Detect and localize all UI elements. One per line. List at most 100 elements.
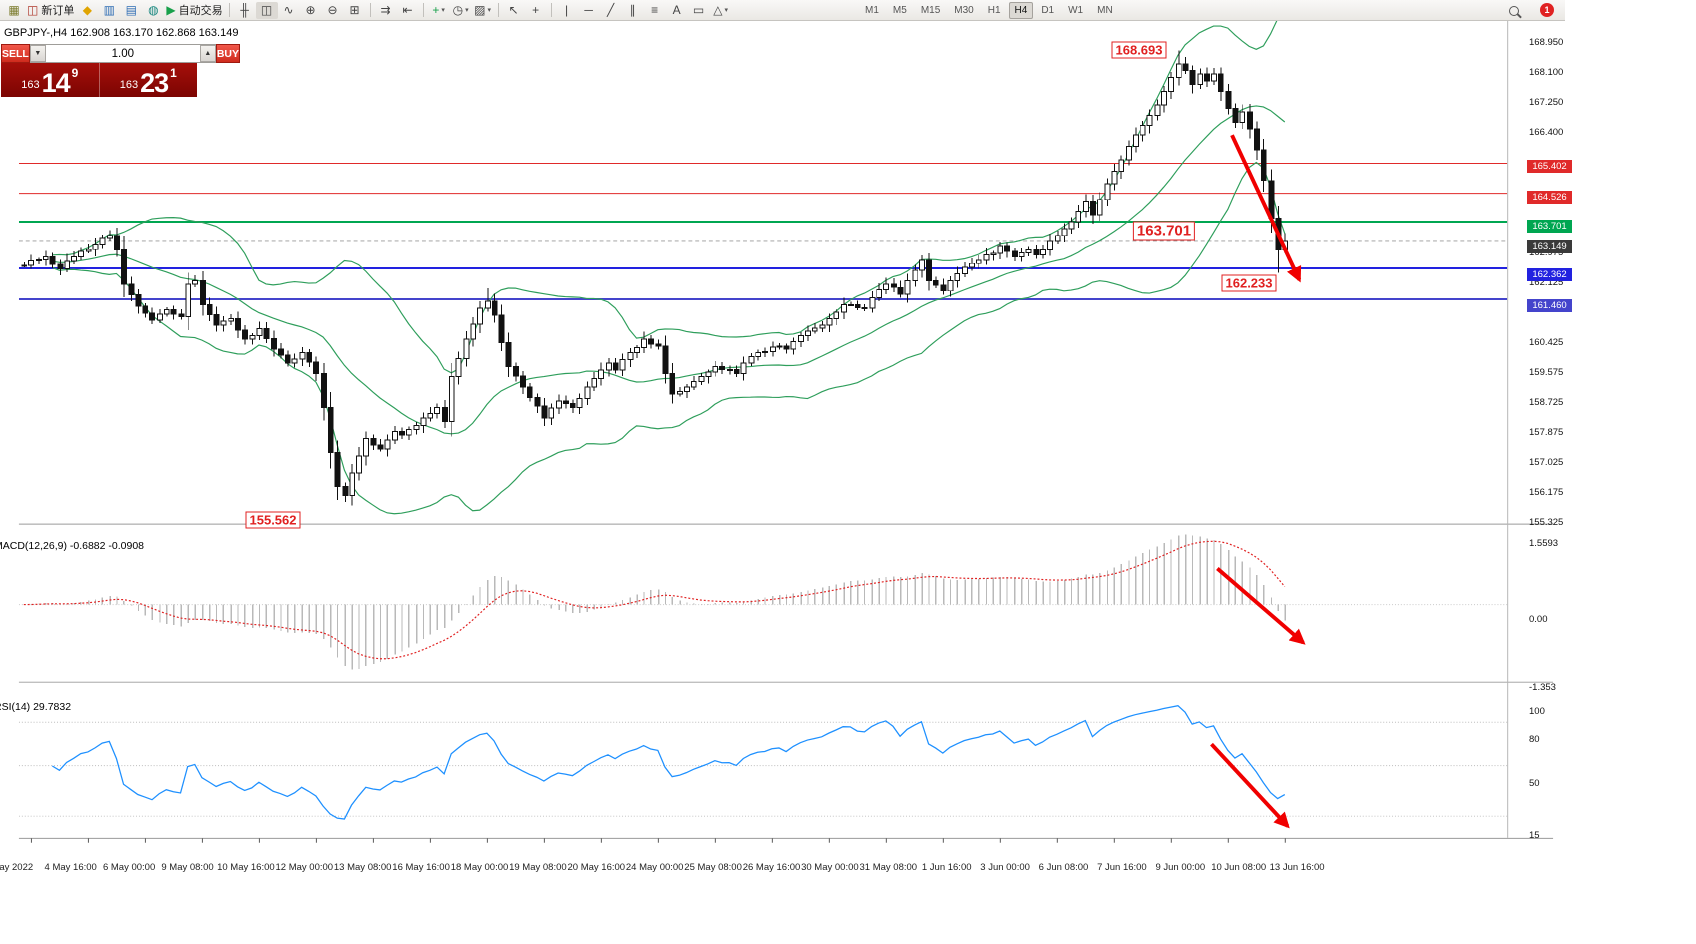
tile-windows-button[interactable]: ⊞	[344, 2, 366, 19]
timeframe-toolbar: M1 M5 M15 M30 H1 H4 D1 W1 MN	[858, 0, 1120, 21]
toolbar-separator	[550, 3, 552, 17]
auto-trading-icon: ▶	[166, 3, 176, 17]
ask-pip-digit: 1	[170, 66, 177, 80]
navigator-button[interactable]: ▤	[120, 2, 142, 19]
candlestick-series	[21, 50, 1289, 506]
vertical-line-icon: |	[565, 3, 569, 17]
templates-button[interactable]: ▨ ▾	[472, 2, 494, 19]
new-chart-button[interactable]: ▦	[3, 2, 25, 19]
trendline-button[interactable]: ╱	[600, 2, 622, 19]
chart-shift-button[interactable]: ⇤	[397, 2, 419, 19]
cursor-button[interactable]: ↖	[503, 2, 525, 19]
timeframe-h4-button[interactable]: H4	[1008, 2, 1034, 19]
zoom-out-button[interactable]: ⊖	[322, 2, 344, 19]
timeframe-mn-button[interactable]: MN	[1097, 5, 1113, 16]
auto-scroll-button[interactable]: ⇉	[375, 2, 397, 19]
new-order-button[interactable]: ◫ 新订单	[25, 2, 76, 19]
label-icon: ▭	[692, 3, 705, 17]
terminal-icon: ◍	[148, 3, 159, 17]
timeframe-h1-button[interactable]: H1	[987, 5, 1001, 16]
trend-arrow-3[interactable]	[1210, 742, 1290, 829]
timeframe-m1-button[interactable]: M1	[865, 5, 879, 16]
search-button[interactable]	[1506, 3, 1522, 18]
indicators-icon: +	[432, 3, 440, 17]
volume-input[interactable]	[45, 45, 200, 62]
terminal-button[interactable]: ◍	[142, 2, 164, 19]
text-button[interactable]: A	[666, 2, 688, 19]
ask-price[interactable]: 163 23 1	[98, 63, 198, 99]
dropdown-caret-icon: ▾	[724, 7, 728, 14]
market-watch-button[interactable]: ▥	[98, 2, 120, 19]
new-chart-icon: ▦	[8, 3, 20, 17]
ask-prefix: 163	[119, 79, 139, 91]
chart-shift-icon: ⇤	[402, 3, 413, 17]
triangle-up-icon: ▲	[204, 50, 212, 57]
bid-price[interactable]: 163 14 9	[1, 63, 99, 97]
search-icon	[1509, 5, 1519, 16]
tile-windows-icon: ⊞	[349, 3, 360, 17]
sell-button[interactable]: SELL	[1, 44, 30, 63]
crosshair-button[interactable]: +	[525, 2, 547, 19]
buy-button[interactable]: BUY	[215, 44, 241, 63]
periods-button[interactable]: ◷ ▾	[450, 2, 472, 19]
shapes-button[interactable]: △ ▾	[710, 2, 732, 19]
volume-increase-button[interactable]: ▲	[199, 45, 216, 62]
cursor-icon: ↖	[508, 3, 519, 17]
label-button[interactable]: ▭	[688, 2, 710, 19]
macd-panel	[18, 534, 1508, 670]
auto-trading-button[interactable]: ▶ 自动交易	[164, 2, 224, 19]
dropdown-caret-icon: ▾	[465, 7, 469, 14]
dropdown-caret-icon: ▾	[441, 7, 445, 14]
triangle-down-icon: ▼	[34, 50, 42, 57]
market-watch-icon: ▥	[103, 3, 116, 17]
bars-mode-icon: ╫	[240, 3, 249, 17]
bid-prefix: 163	[21, 79, 40, 91]
zoom-in-button[interactable]: ⊕	[300, 2, 322, 19]
timeframe-m30-button[interactable]: M30	[954, 5, 974, 16]
volume-decrease-button[interactable]: ▼	[29, 45, 46, 62]
dropdown-caret-icon: ▾	[487, 7, 491, 14]
horizontal-line-icon: ─	[584, 3, 593, 17]
new-order-button-label: 新订单	[41, 5, 75, 17]
notification-badge[interactable]: 1	[1540, 3, 1554, 17]
indicators-button[interactable]: + ▾	[428, 2, 450, 19]
main-price-panel	[18, 21, 1508, 515]
bars-mode-button[interactable]: ╫	[234, 2, 256, 19]
trend-arrow-1[interactable]	[1230, 134, 1302, 283]
bollinger-lower-band	[52, 161, 1286, 515]
shapes-icon: △	[713, 3, 723, 17]
bid-pip-digit: 9	[71, 66, 79, 80]
chart-canvas[interactable]	[0, 21, 1572, 872]
zoom-out-icon: ⊖	[327, 3, 338, 17]
vertical-line-button[interactable]: |	[556, 2, 578, 19]
templates-icon: ▨	[474, 3, 486, 17]
crosshair-icon: +	[532, 3, 540, 17]
fibonacci-button[interactable]: ≡	[644, 2, 666, 19]
macd-signal-line	[23, 540, 1286, 660]
toolbar-separator	[422, 3, 424, 17]
navigator-icon: ▤	[125, 3, 138, 17]
trendline-icon: ╱	[606, 3, 615, 17]
rsi-line	[51, 705, 1286, 820]
one-click-trading-panel: SELL ▼ ▲ BUY 163 14 9 163 23 1	[1, 44, 241, 99]
text-icon: A	[672, 3, 681, 17]
trend-arrow-2[interactable]	[1216, 567, 1306, 645]
rsi-panel	[18, 705, 1508, 820]
ask-big-digits: 23	[140, 68, 169, 99]
timeframe-m15-button[interactable]: M15	[920, 5, 941, 16]
metaeditor-button[interactable]: ◆	[76, 2, 98, 19]
timeframe-w1-button[interactable]: W1	[1068, 5, 1084, 16]
metaeditor-icon: ◆	[82, 3, 92, 17]
timeframe-d1-button[interactable]: D1	[1041, 5, 1055, 16]
toolbar-separator	[228, 3, 230, 17]
channel-button[interactable]: ∥	[622, 2, 644, 19]
toolbar-left-group: ▦ ◫ 新订单 ◆ ▥ ▤ ◍ ▶ 自动交易 ╫ ◫ ∿ ⊕ ⊖ ⊞ ⇉ ⇤ + ▾ ◷ ▾ ▨ ▾ ↖ + | ─ ╱ ∥ ≡ A ▭ △ ▾	[3, 1, 732, 19]
toolbar-separator	[369, 3, 371, 17]
candles-mode-icon: ◫	[260, 3, 273, 17]
volume-control: ▼ ▲	[29, 44, 216, 63]
line-mode-button[interactable]: ∿	[278, 2, 300, 19]
timeframe-m5-button[interactable]: M5	[892, 5, 907, 16]
zoom-in-icon: ⊕	[305, 3, 316, 17]
horizontal-line-button[interactable]: ─	[578, 2, 600, 19]
candles-mode-button[interactable]: ◫	[255, 1, 278, 19]
